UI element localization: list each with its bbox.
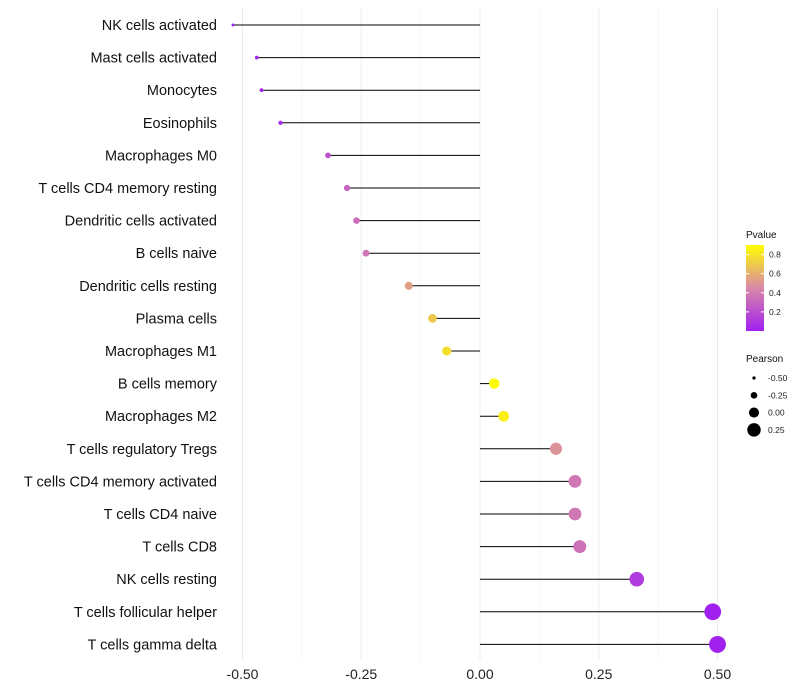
y-axis-label: B cells memory — [118, 377, 218, 393]
lollipop-stems — [233, 24, 718, 645]
y-axis-label: Plasma cells — [136, 311, 217, 327]
legend-pearson-dot — [748, 407, 760, 418]
legend-pvalue-tick-label: 0.6 — [769, 269, 781, 279]
legend-pearson-dot — [750, 391, 758, 399]
lollipop-dot — [325, 152, 331, 159]
x-axis-tick-label: 0.25 — [585, 666, 612, 682]
lollipop-dot — [362, 249, 370, 257]
y-axis-label: T cells regulatory Tregs — [67, 442, 217, 458]
lollipop-dot — [442, 346, 452, 356]
y-axis-label: T cells follicular helper — [74, 605, 217, 621]
lollipop-dot — [231, 23, 235, 27]
legend-pvalue-tick-label: 0.2 — [769, 307, 781, 317]
lollipop-dot — [278, 120, 283, 125]
lollipop-dot — [489, 378, 500, 389]
y-axis-label: Dendritic cells resting — [79, 279, 217, 295]
lollipop-dot — [498, 410, 510, 422]
lollipop-dot — [568, 475, 582, 488]
grid-lines — [242, 8, 718, 660]
x-axis-ticks: -0.50 -0.25 0.00 0.25 0.50 — [227, 666, 732, 682]
y-axis-label: B cells naive — [136, 246, 217, 262]
lollipop-dot — [404, 281, 413, 290]
lollipop-dot — [428, 314, 437, 323]
y-axis-label: T cells CD4 naive — [104, 507, 217, 523]
legend-pearson-dot — [752, 376, 756, 380]
legend-pearson-dot — [747, 423, 761, 437]
legend-pvalue-title: Pvalue — [746, 230, 777, 241]
x-axis-tick-label: -0.25 — [345, 666, 377, 682]
lollipop-dot — [254, 55, 259, 60]
y-axis-label: T cells CD4 memory activated — [24, 474, 217, 490]
y-axis-label: NK cells activated — [102, 18, 217, 34]
x-axis-tick-label: 0.00 — [466, 666, 493, 682]
y-axis-label: Monocytes — [147, 83, 217, 99]
y-axis-label: Eosinophils — [143, 116, 217, 132]
legend-pvalue-colorbar — [746, 245, 764, 331]
legend-pearson: Pearson -0.50 -0.25 0.00 0.25 — [746, 354, 788, 437]
legend-pearson-label: -0.25 — [768, 390, 788, 400]
y-axis-label: Mast cells activated — [90, 51, 217, 67]
y-axis-label: T cells CD4 memory resting — [38, 181, 217, 197]
legend-pearson-label: 0.00 — [768, 408, 785, 418]
x-axis-tick-label: 0.50 — [704, 666, 731, 682]
legend-pvalue: Pvalue 0.2 0.4 0.6 0.8 — [746, 230, 781, 331]
y-axis-label: T cells CD8 — [142, 540, 217, 556]
lollipop-dots — [231, 23, 726, 653]
lollipop-dot — [704, 603, 722, 621]
lollipop-dot — [568, 507, 582, 521]
x-axis-tick-label: -0.50 — [227, 666, 259, 682]
y-axis-label: Macrophages M2 — [105, 409, 217, 425]
y-axis-label: Macrophages M1 — [105, 344, 217, 360]
y-axis-label: T cells gamma delta — [88, 637, 218, 653]
y-axis-label: Macrophages M0 — [105, 148, 217, 164]
lollipop-dot — [709, 635, 726, 653]
legend-pvalue-tick-label: 0.4 — [769, 288, 781, 298]
y-axis-labels: NK cells activated Mast cells activated Mo… — [24, 18, 218, 653]
legend-pearson-label: 0.25 — [768, 425, 785, 435]
legend-pvalue-tick-label: 0.8 — [769, 250, 781, 260]
lollipop-dot — [549, 442, 563, 455]
legend-pearson-label: -0.50 — [768, 373, 788, 383]
y-axis-label: NK cells resting — [116, 572, 217, 588]
lollipop-dot — [259, 88, 264, 93]
legend-pearson-title: Pearson — [746, 354, 783, 365]
lollipop-dot — [353, 217, 360, 224]
lollipop-dot — [573, 540, 587, 554]
lollipop-dot — [629, 571, 645, 587]
y-axis-label: Dendritic cells activated — [65, 214, 217, 230]
lollipop-dot — [343, 184, 351, 192]
